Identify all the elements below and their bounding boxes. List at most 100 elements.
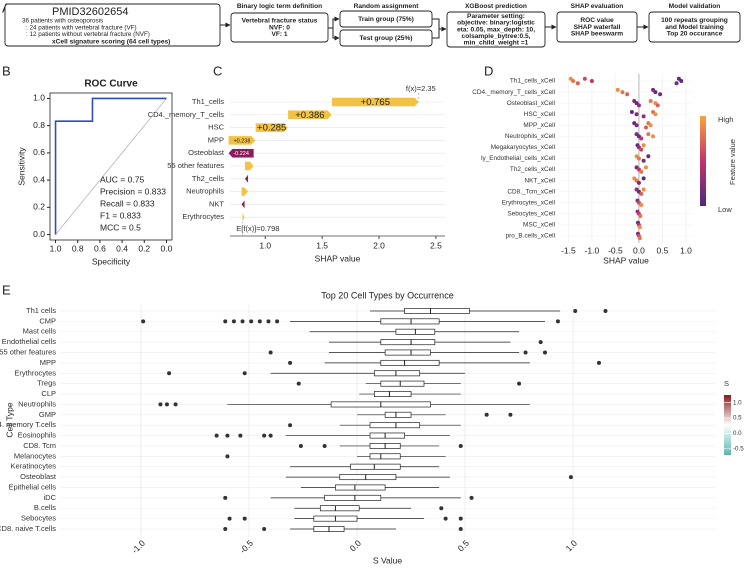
step-heading: SHAP evaluation [571, 3, 624, 10]
category-label: Neutrophils_xCell [505, 133, 555, 140]
category-label: CD8. Tcm [23, 441, 56, 450]
shap-point [639, 136, 644, 141]
shap-point [641, 176, 646, 181]
box [319, 505, 360, 512]
category-label: MSC_xCell [523, 222, 555, 229]
category-label: 55 other features [0, 348, 56, 357]
outlier [275, 319, 280, 324]
arrow [328, 16, 340, 29]
colorbar-title: Feature value [728, 139, 737, 185]
category-label: MPP [208, 135, 224, 144]
x-tick-label: 0.0 [348, 538, 364, 554]
category-label: iDC [44, 493, 57, 502]
category-label: Neutrophils [18, 399, 56, 408]
outlier [268, 350, 273, 355]
step-text: colsample_bytree:0.5, [462, 33, 531, 40]
plot-frame [49, 92, 173, 241]
box [380, 359, 440, 366]
category-label: Erythrocytes [14, 368, 56, 377]
box [369, 422, 421, 429]
arrow [432, 29, 440, 39]
x-tick-label: -0.5 [238, 538, 256, 556]
waterfall-bar [228, 135, 256, 146]
outlier [141, 319, 146, 324]
x-axis-label: S Value [373, 555, 402, 565]
step-box [230, 12, 329, 43]
shap-point [634, 112, 639, 117]
category-label: Th2_cells [192, 174, 224, 183]
y-tick-label: 0.2 [33, 202, 45, 212]
outlier [262, 527, 267, 531]
outlier [469, 495, 474, 500]
box [369, 432, 405, 439]
step-text: ROC value [580, 17, 614, 24]
waterfall-bar [255, 122, 289, 133]
x-tick-label: 1.0 [680, 245, 692, 255]
box [369, 453, 401, 460]
x-tick-label: 1.0 [50, 243, 62, 253]
colorbar [700, 116, 706, 206]
final-label: f(x)=2.35 [406, 84, 436, 93]
y-tick-label: 0.4 [33, 174, 45, 184]
category-label: Epithelial cells [8, 482, 56, 491]
box [350, 463, 401, 470]
box [324, 494, 382, 501]
outlier [242, 371, 247, 376]
category-label: Tregs [37, 379, 56, 388]
category-label: Osteoblast [20, 472, 57, 481]
x-axis-label: SHAP value [315, 253, 361, 263]
outlier [439, 506, 444, 511]
shap-point [637, 225, 642, 230]
box [380, 339, 436, 346]
y-axis-label: Sensitivity [16, 147, 26, 186]
outlier [596, 360, 601, 365]
x-tick-label: 1.5 [316, 240, 328, 250]
outlier [555, 319, 560, 324]
shap-point [638, 214, 643, 219]
category-label: Sebocytes_xCell [507, 211, 555, 218]
category-label: pro_B.cells_xCell [506, 233, 555, 240]
category-label: Osteoblast [188, 148, 225, 157]
category-label: MPP_xCell [523, 122, 555, 129]
waterfall-bar [331, 97, 420, 107]
step-box [339, 29, 433, 47]
outlier [458, 527, 463, 531]
outlier [227, 516, 232, 521]
shap-point [641, 114, 646, 119]
outlier [266, 319, 271, 324]
base-label: E[f(x)]=0.798 [236, 224, 279, 233]
outlier [238, 433, 243, 438]
panel-label: C [213, 63, 222, 78]
shap-point [615, 87, 620, 92]
category-label: Th2_cells_xCell [510, 166, 555, 173]
outlier [214, 433, 219, 438]
shap-point [658, 92, 663, 97]
category-label: Osteoblast_xCell [507, 100, 555, 107]
arrow [332, 28, 340, 41]
step-box [4, 3, 221, 47]
annotation: F1 = 0.833 [100, 210, 141, 220]
outlier [573, 309, 578, 313]
outlier [542, 350, 547, 355]
step-box [446, 11, 546, 48]
box [384, 411, 412, 418]
step-box [556, 11, 638, 43]
category-label: Th1_cells [192, 97, 224, 106]
category-label: Melanocytes [14, 451, 56, 460]
category-label: ly Endothelial cells [0, 337, 56, 346]
category-label: NKT [209, 199, 224, 208]
outlier [538, 340, 543, 345]
step-text: : 12 patients without vertebral fracture… [26, 31, 150, 38]
value-label: +0.386 [295, 110, 324, 121]
arrow [432, 18, 447, 32]
box [384, 349, 431, 356]
shap-point [575, 81, 580, 86]
outlier [262, 433, 267, 438]
annotation: AUC = 0.75 [100, 174, 144, 184]
shap-point [582, 76, 587, 81]
waterfall-bar [241, 186, 249, 197]
shap-point [589, 79, 594, 83]
outlier [249, 319, 254, 324]
step-text: and Model training [665, 24, 724, 31]
outlier [458, 443, 463, 448]
